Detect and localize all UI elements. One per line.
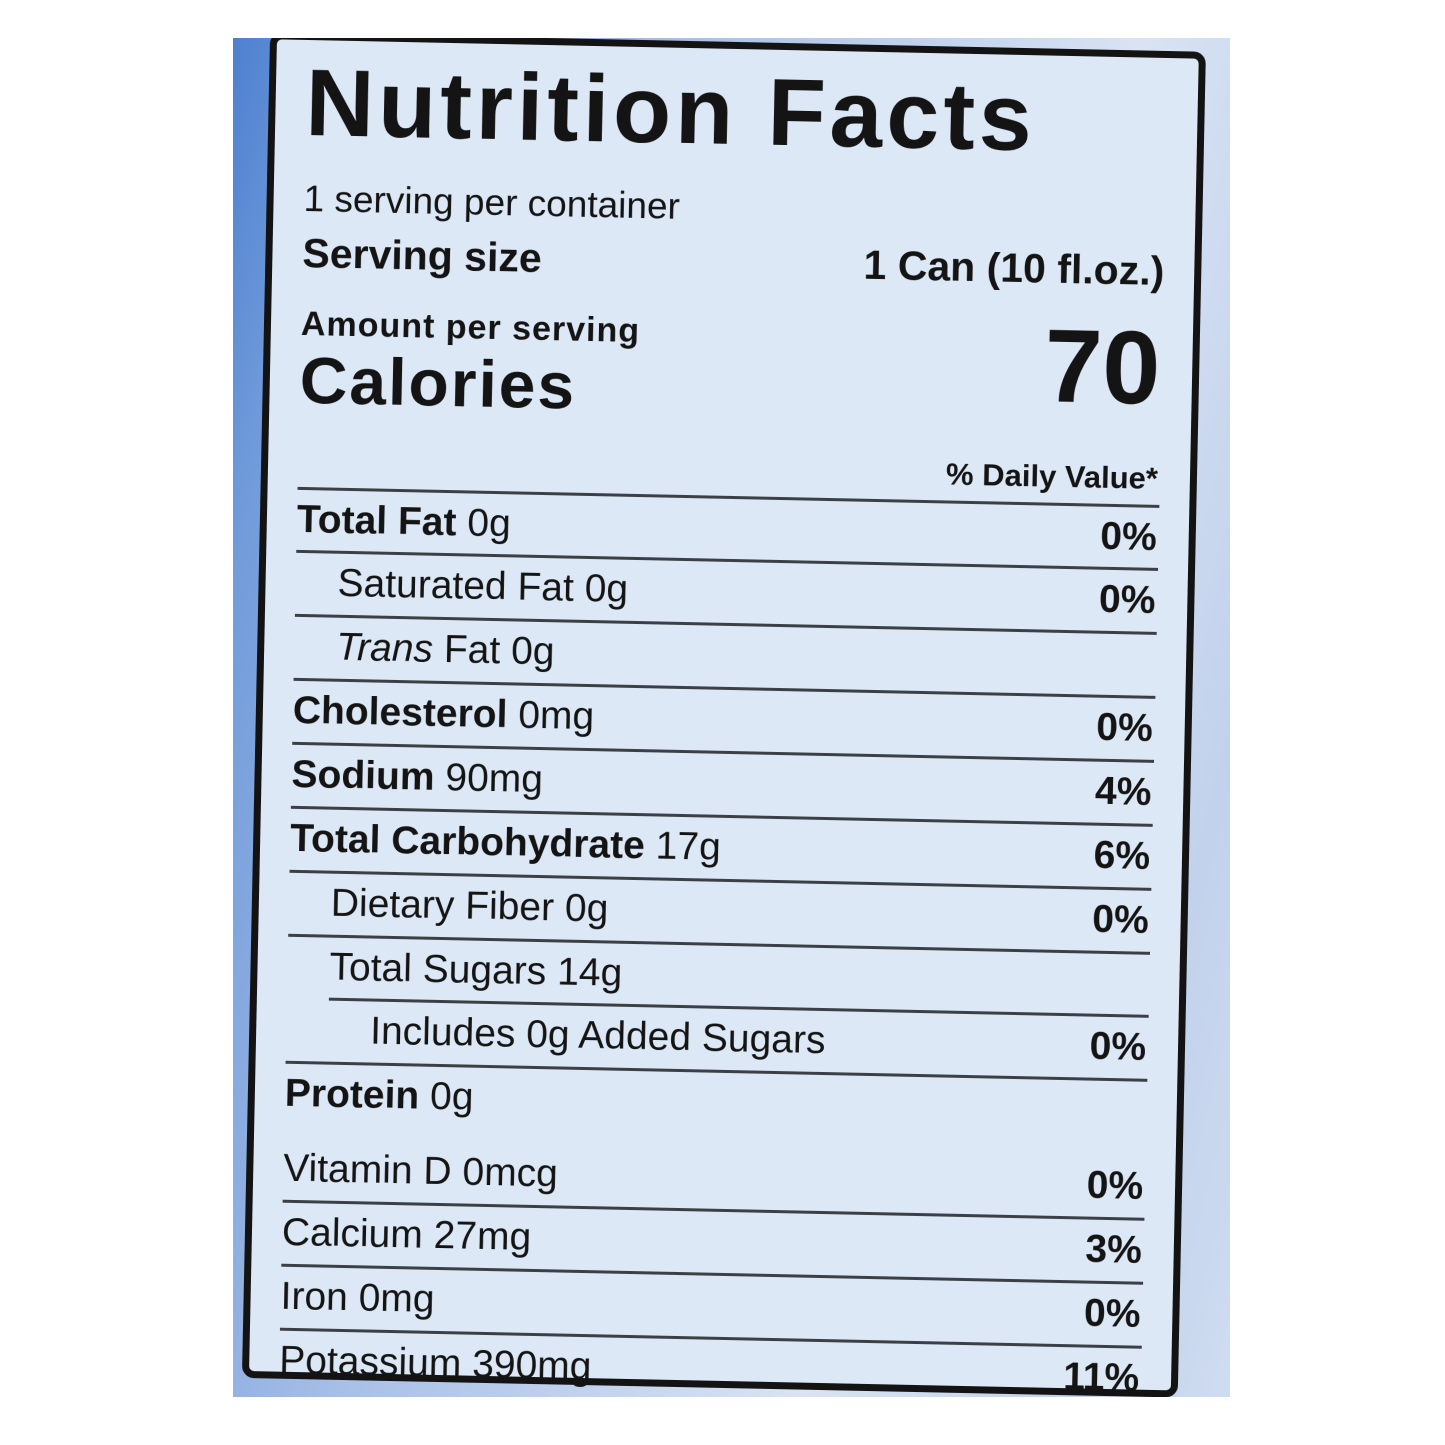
nutrient-name: Saturated Fat (337, 562, 575, 611)
nutrient-dv: 0% (1099, 514, 1158, 559)
label-title: Nutrition Facts (304, 49, 1037, 172)
calories-block: Amount per serving Calories 70 (299, 305, 1163, 435)
thick-divider-top (301, 290, 1164, 309)
serving-size-value: 1 Can (10 fl.oz.) (863, 241, 1165, 294)
label-photo: Nutrition Facts 1 serving per container … (233, 38, 1230, 1397)
nutrient-amount: 14g (556, 949, 623, 995)
nutrient-name: Calcium (281, 1210, 424, 1257)
nutrient-amount: 0mcg (462, 1150, 559, 1196)
nutrient-amount: 0g (510, 629, 555, 674)
nutrient-name: Dietary Fiber (330, 881, 555, 929)
nutrient-name: Total Sugars (329, 945, 547, 993)
nutrient-name: Cholesterol (292, 688, 508, 737)
nutrient-dv: 0% (1089, 1024, 1147, 1070)
nutrient-dv: 0% (1095, 705, 1154, 750)
nutrient-name: Sodium (291, 752, 435, 799)
nutrient-amount: 0g (584, 567, 629, 612)
nutrient-dv: 0% (1086, 1163, 1144, 1208)
nutrient-name: Potassium (278, 1338, 462, 1386)
nutrient-amount: 0mg (517, 693, 595, 739)
nutrition-facts-label: Nutrition Facts 1 serving per container … (241, 38, 1206, 1397)
nutrient-dv: 0% (1091, 897, 1150, 942)
serving-size-row: Serving size 1 Can (10 fl.oz.) (302, 230, 1165, 295)
nutrient-name: Protein (284, 1071, 420, 1118)
calories-value: 70 (1043, 308, 1162, 427)
nutrient-amount: 27mg (433, 1213, 532, 1259)
nutrient-name: Vitamin D (282, 1146, 453, 1194)
serving-size-label: Serving size (302, 229, 543, 281)
nutrient-name-italic: Trans (335, 626, 434, 672)
nutrient-name: Fat (443, 628, 501, 673)
servings-per-container: 1 serving per container (303, 177, 681, 227)
nutrient-dv: 11% (1062, 1354, 1140, 1397)
nutrient-dv: 4% (1094, 769, 1152, 814)
nutrient-amount: 390mg (471, 1342, 592, 1388)
nutrient-amount: 17g (655, 824, 722, 869)
nutrient-name: Total Fat (296, 497, 457, 544)
nutrient-amount: 0g (466, 501, 512, 545)
nutrient-amount: 0g (429, 1074, 474, 1119)
nutrient-amount: 0mg (358, 1276, 436, 1321)
nutrient-dv: 0% (1083, 1291, 1141, 1336)
nutrient-dv: 0% (1098, 578, 1156, 623)
nutrient-name: Iron (280, 1274, 349, 1319)
nutrient-name: Includes 0g Added Sugars (369, 1009, 826, 1063)
nutrient-amount: 0g (564, 886, 609, 931)
nutrient-dv: 6% (1093, 833, 1151, 878)
nutrient-dv: 3% (1084, 1227, 1143, 1272)
nutrient-amount: 90mg (444, 756, 544, 802)
nutrient-name: Total Carbohydrate (289, 816, 646, 868)
